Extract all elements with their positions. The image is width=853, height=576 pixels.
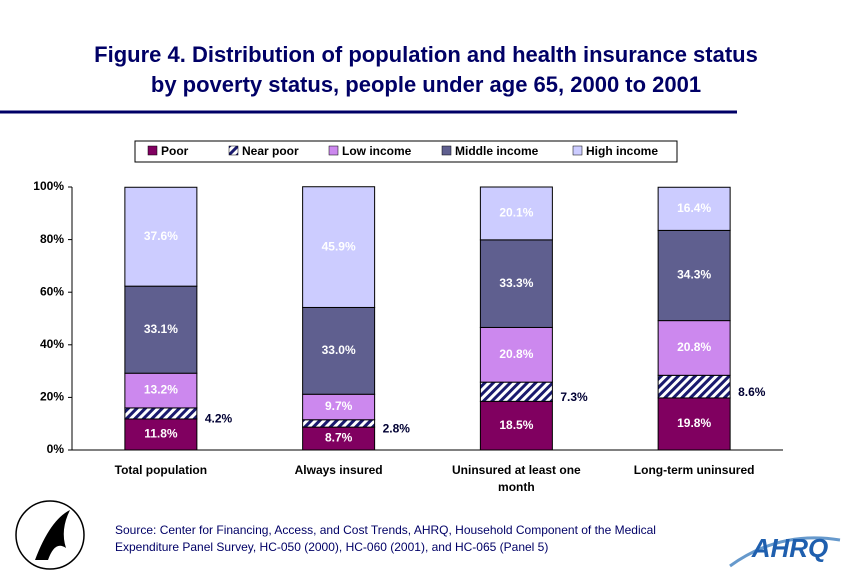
chart-subtitle: by poverty status, people under age 65, …	[151, 72, 701, 97]
value-label: 16.4%	[677, 201, 711, 215]
bar-segment	[302, 419, 376, 428]
value-label: 4.2%	[205, 412, 233, 426]
legend-swatch	[228, 145, 239, 156]
bar-segment	[479, 186, 553, 241]
value-label: 9.7%	[325, 399, 353, 413]
value-label: 33.3%	[499, 276, 533, 290]
value-label: 33.1%	[144, 322, 178, 336]
source-line: Source: Center for Financing, Access, an…	[115, 523, 656, 537]
chart-title: Figure 4. Distribution of population and…	[94, 42, 758, 67]
bar-segment	[302, 186, 376, 308]
bar-segment	[479, 381, 553, 402]
legend-label: High income	[586, 144, 658, 158]
hhs-logo	[15, 500, 85, 570]
value-label: 18.5%	[499, 418, 533, 432]
y-tick-label: 20%	[40, 390, 64, 404]
value-label: 8.7%	[325, 431, 353, 445]
y-tick-label: 0%	[47, 442, 65, 456]
legend-swatch	[328, 145, 339, 156]
legend-swatch	[441, 145, 452, 156]
legend-label: Middle income	[455, 144, 539, 158]
bar-segment	[657, 186, 731, 231]
value-label: 20.8%	[677, 340, 711, 354]
ahrq-logo: AHRQ	[729, 533, 841, 568]
bar-segment	[302, 306, 376, 395]
bar-segment	[124, 186, 198, 287]
value-label: 13.2%	[144, 383, 178, 397]
value-label: 19.8%	[677, 416, 711, 430]
bar-segment	[479, 239, 553, 328]
y-tick-label: 40%	[40, 337, 64, 351]
bar-segment	[657, 229, 731, 322]
x-tick-label: Always insured	[294, 463, 383, 477]
legend-label: Near poor	[242, 144, 299, 158]
logo-text: AHRQ	[751, 533, 829, 563]
legend-box	[134, 140, 678, 163]
value-label: 11.8%	[144, 427, 178, 441]
value-label: 34.3%	[677, 268, 711, 282]
bar-segment	[657, 374, 731, 399]
legend-swatch	[147, 145, 158, 156]
source-line: Expenditure Panel Survey, HC-050 (2000),…	[115, 540, 548, 554]
bar-segment	[124, 418, 198, 451]
value-label: 45.9%	[322, 239, 356, 253]
x-tick-label: Total population	[114, 463, 208, 477]
bar-segment	[302, 393, 376, 421]
y-tick-label: 80%	[40, 232, 64, 246]
legend-swatch	[572, 145, 583, 156]
value-label: 7.3%	[560, 390, 588, 404]
bar-segment	[657, 397, 731, 451]
legend-label: Poor	[161, 144, 189, 158]
bar-segment	[124, 285, 198, 374]
value-label: 8.6%	[738, 385, 766, 399]
y-tick-label: 60%	[40, 284, 64, 298]
x-tick-label: Uninsured at least one month	[452, 463, 581, 494]
legend-label: Low income	[342, 144, 412, 158]
value-label: 20.1%	[499, 206, 533, 220]
bar-segment	[479, 326, 553, 383]
x-tick-label: Long-term uninsured	[633, 463, 755, 477]
value-label: 20.8%	[499, 347, 533, 361]
value-label: 33.0%	[322, 343, 356, 357]
value-label: 2.8%	[383, 422, 411, 436]
y-tick-label: 100%	[33, 179, 64, 193]
bar-segment	[124, 407, 198, 420]
value-label: 37.6%	[144, 229, 178, 243]
bar-segment	[657, 320, 731, 376]
